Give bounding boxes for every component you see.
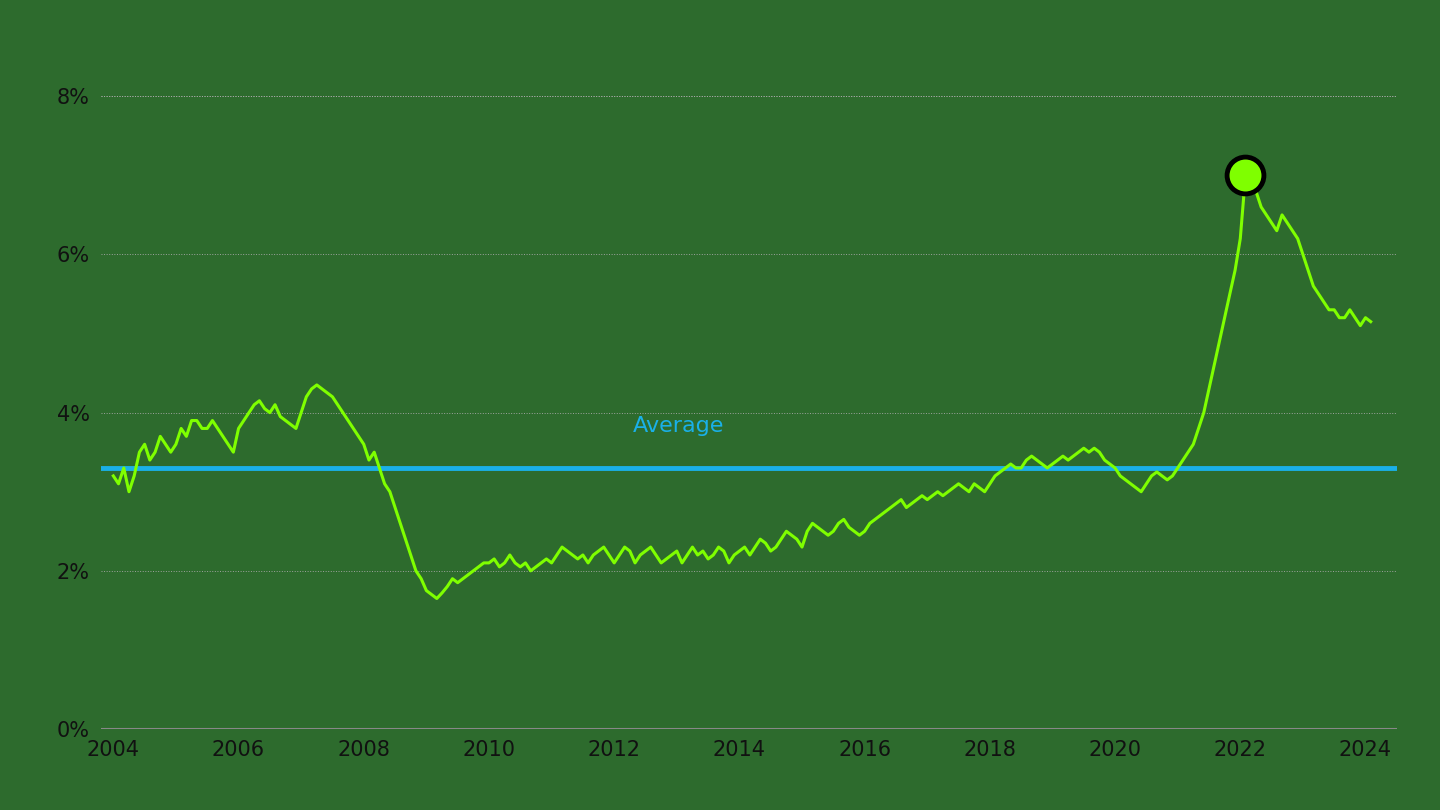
Text: Average: Average <box>634 416 724 437</box>
